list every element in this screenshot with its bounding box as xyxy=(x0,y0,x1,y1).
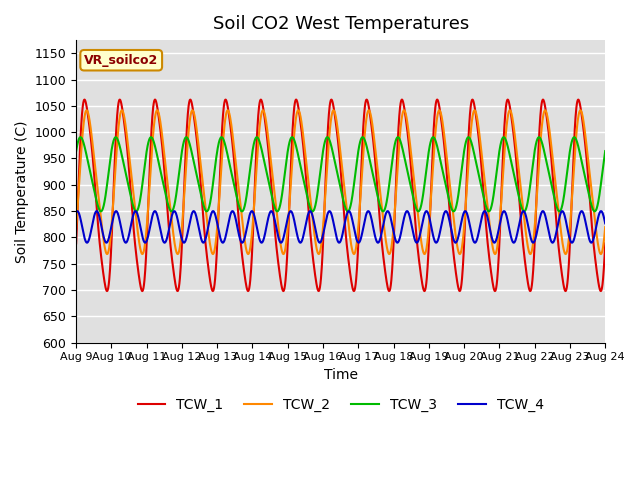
TCW_2 xyxy=(602,224,609,230)
TCW_1 xyxy=(151,96,159,102)
TCW_2 xyxy=(99,234,107,240)
TCW_4 xyxy=(413,240,420,246)
TCW_1 xyxy=(316,286,323,292)
Line: TCW_4: TCW_4 xyxy=(76,211,605,243)
TCW_2 xyxy=(244,251,252,257)
TCW_2 xyxy=(259,108,267,113)
TCW_4 xyxy=(248,208,256,214)
TCW_4 xyxy=(72,209,80,215)
Title: Soil CO2 West Temperatures: Soil CO2 West Temperatures xyxy=(212,15,468,33)
TCW_1 xyxy=(490,283,497,289)
Line: TCW_3: TCW_3 xyxy=(76,137,605,211)
TCW_3 xyxy=(586,198,594,204)
TCW_4 xyxy=(330,221,337,227)
Y-axis label: Soil Temperature (C): Soil Temperature (C) xyxy=(15,120,29,263)
TCW_2 xyxy=(490,247,497,253)
TCW_1 xyxy=(330,105,337,110)
TCW_3 xyxy=(72,148,80,154)
TCW_2 xyxy=(330,108,338,113)
TCW_2 xyxy=(72,224,80,230)
TCW_4 xyxy=(602,220,609,226)
TCW_4 xyxy=(586,239,594,244)
Text: VR_soilco2: VR_soilco2 xyxy=(84,54,158,67)
TCW_2 xyxy=(586,175,594,180)
TCW_3 xyxy=(602,148,609,154)
TCW_3 xyxy=(429,134,437,140)
TCW_4 xyxy=(99,232,107,238)
TCW_1 xyxy=(72,240,80,246)
Legend: TCW_1, TCW_2, TCW_3, TCW_4: TCW_1, TCW_2, TCW_3, TCW_4 xyxy=(132,392,549,417)
TCW_4 xyxy=(316,240,323,246)
TCW_1 xyxy=(420,288,428,294)
TCW_4 xyxy=(490,239,497,244)
TCW_1 xyxy=(602,240,609,246)
TCW_2 xyxy=(586,177,594,182)
TCW_3 xyxy=(490,194,497,200)
TCW_1 xyxy=(99,269,107,275)
TCW_3 xyxy=(99,205,107,211)
Line: TCW_2: TCW_2 xyxy=(76,110,605,254)
Line: TCW_1: TCW_1 xyxy=(76,99,605,291)
TCW_3 xyxy=(586,197,594,203)
TCW_1 xyxy=(586,200,594,206)
TCW_1 xyxy=(586,204,594,210)
TCW_3 xyxy=(316,176,323,182)
TCW_3 xyxy=(330,152,337,158)
X-axis label: Time: Time xyxy=(324,368,358,382)
TCW_2 xyxy=(316,249,324,255)
TCW_4 xyxy=(586,239,594,245)
TCW_3 xyxy=(415,208,422,214)
